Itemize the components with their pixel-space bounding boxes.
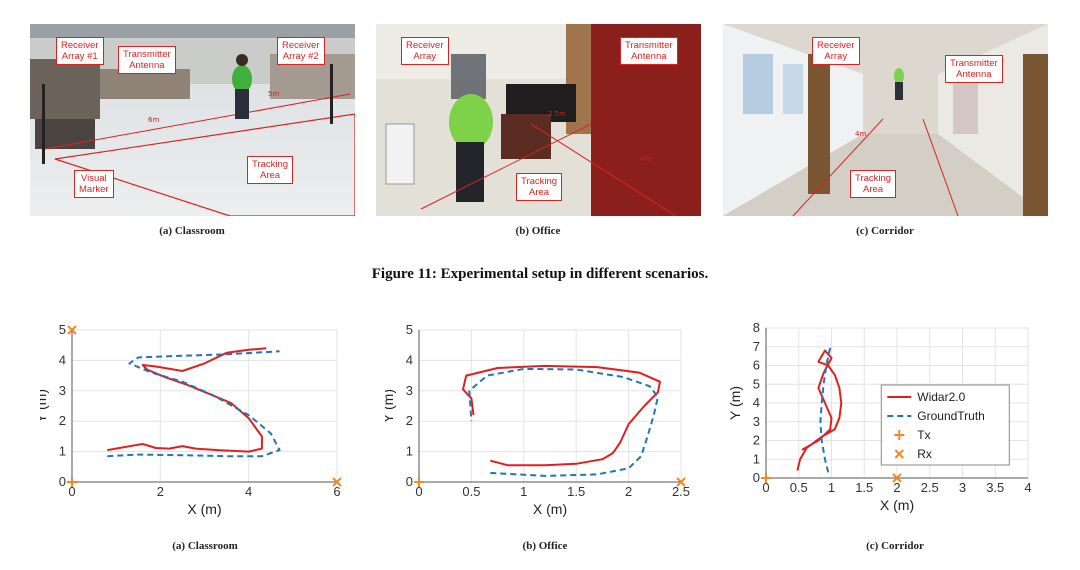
photo-label-receiver-array-2: Receiver Array #2 (277, 37, 325, 65)
tx-marker (414, 477, 424, 487)
x-axis-label: X (m) (533, 501, 567, 517)
plot-area (71, 329, 338, 483)
y-tick-label: 0 (59, 474, 66, 489)
x-tick-label: 1.5 (855, 480, 873, 495)
x-tick-label: 1.5 (567, 484, 585, 499)
x-tick-label: 0 (762, 480, 769, 495)
plot-caption-classroom: (a) Classroom (172, 540, 238, 552)
y-tick-label: 3 (406, 383, 413, 398)
legend-ground-label: GroundTruth (917, 409, 985, 423)
groundtruth-line (107, 350, 281, 458)
plot-classroom: 0 2 4 6 0 1 2 3 4 5 X (m) Y (m) (33, 318, 360, 537)
photo-label-tracking-area: Tracking Area (850, 170, 897, 198)
y-tick-label: 7 (753, 339, 760, 354)
groundtruth-line (468, 367, 659, 477)
legend: Widar2.0 GroundTruth Tx Rx (880, 384, 1010, 466)
photo-label-transmitter-antenna: Transmitter Antenna (945, 55, 1003, 83)
y-tick-label: 1 (59, 444, 66, 459)
y-tick-label: 5 (406, 322, 413, 337)
photo-caption-corridor: (c) Corridor (856, 225, 914, 237)
x-tick-label: 4 (245, 484, 252, 499)
x-tick-label: 6 (333, 484, 340, 499)
figure-title: Figure 11: Experimental setup in differe… (371, 266, 709, 282)
x-tick-label: 2.5 (921, 480, 939, 495)
x-tick-label: 0.5 (790, 480, 808, 495)
y-axis-label: Y (m) (40, 389, 49, 423)
tx-marker (67, 477, 77, 487)
photo-caption-office: (b) Office (515, 225, 561, 237)
x-tick-label: 3.5 (986, 480, 1004, 495)
y-tick-label: 3 (753, 414, 760, 429)
x-tick-label: 4 (1024, 480, 1031, 495)
tx-marker (761, 473, 771, 483)
photo-measure-5m: 5m (268, 90, 280, 98)
rx-marker (892, 473, 902, 483)
photo-label-visual-marker: Visual Marker (74, 170, 114, 198)
legend-rx-label: Rx (917, 447, 932, 461)
x-tick-label: 1 (520, 484, 527, 499)
y-tick-label: 4 (406, 352, 413, 367)
x-tick-label: 2 (625, 484, 632, 499)
widar-line (462, 364, 661, 467)
photo-caption-classroom: (a) Classroom (159, 225, 225, 237)
legend-widar-label: Widar2.0 (917, 390, 965, 404)
x-tick-label: 2 (157, 484, 164, 499)
x-axis-label: X (m) (880, 497, 914, 513)
x-axis-label: X (m) (187, 501, 221, 517)
y-tick-label: 3 (59, 383, 66, 398)
photo-measure-4m: 4m (640, 155, 652, 163)
rx-marker (332, 477, 342, 487)
rx-marker (676, 477, 686, 487)
y-tick-label: 1 (753, 451, 760, 466)
plot-office: 0 0.5 1 1.5 2 2.5 0 1 2 3 4 5 X (m) Y (m) (380, 318, 705, 537)
y-axis-label: Y (m) (730, 386, 743, 420)
photo-label-transmitter-antenna: Transmitter Antenna (118, 46, 176, 74)
x-tick-label: 0 (415, 484, 422, 499)
photo-label-receiver-array: Receiver Array (812, 37, 860, 65)
photo-label-receiver-array: Receiver Array (401, 37, 449, 65)
y-tick-label: 6 (753, 358, 760, 373)
photo-label-receiver-array-1: Receiver Array #1 (56, 37, 104, 65)
y-tick-label: 4 (753, 395, 760, 410)
y-tick-label: 0 (406, 474, 413, 489)
y-tick-label: 4 (59, 352, 66, 367)
groundtruth-line (819, 344, 833, 473)
plot-caption-office: (b) Office (522, 540, 568, 552)
legend-tx-label: Tx (917, 428, 930, 442)
y-axis-label: Y (m) (385, 389, 396, 423)
y-tick-label: 5 (59, 322, 66, 337)
x-tick-label: 3 (959, 480, 966, 495)
plot-caption-corridor: (c) Corridor (866, 540, 924, 552)
y-tick-label: 5 (753, 376, 760, 391)
x-tick-label: 1 (828, 480, 835, 495)
widar-line (796, 349, 843, 471)
legend-rx-swatch (894, 449, 904, 459)
legend-tx-swatch (894, 430, 905, 440)
y-tick-label: 2 (59, 413, 66, 428)
photo-measure-2-5m: 2.5m (548, 110, 566, 118)
photo-label-tracking-area: Tracking Area (247, 156, 294, 184)
y-tick-label: 0 (753, 470, 760, 485)
y-tick-label: 2 (753, 433, 760, 448)
x-tick-label: 2.5 (672, 484, 690, 499)
photo-measure-6m: 6m (148, 116, 160, 124)
photo-label-tracking-area: Tracking Area (516, 173, 563, 201)
photo-label-transmitter-antenna: Transmitter Antenna (620, 37, 678, 65)
rx-marker (67, 325, 77, 335)
y-tick-label: 8 (753, 320, 760, 335)
x-tick-label: 0.5 (462, 484, 480, 499)
photo-measure-4m: 4m (855, 130, 867, 138)
y-tick-label: 1 (406, 444, 413, 459)
x-tick-label: 0 (68, 484, 75, 499)
x-tick-label: 2 (893, 480, 900, 495)
plot-area (418, 329, 682, 483)
y-tick-label: 2 (406, 413, 413, 428)
